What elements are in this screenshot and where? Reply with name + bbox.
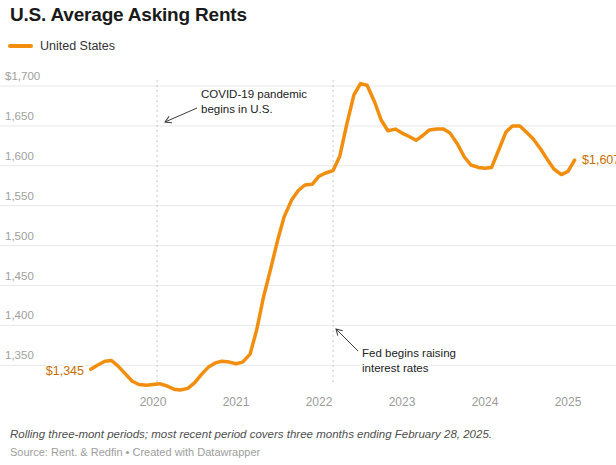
x-axis-layer: 2020 2021 2022 2023 2024 2025 — [140, 395, 582, 409]
point-label: $1,607 — [582, 153, 616, 167]
y-axis-tick-label: 1,350 — [5, 349, 34, 361]
y-axis-tick-label: 1,600 — [5, 150, 34, 162]
series-layer: $1,345 $1,607 — [46, 84, 616, 390]
y-axis-tick-label: $1,700 — [5, 70, 40, 82]
source-credit: Source: Rent. & Redfin • Created with Da… — [10, 446, 260, 458]
annotation-text: Fed begins raisinginterest rates — [362, 347, 456, 374]
y-axis-tick-label: 1,450 — [5, 270, 34, 282]
datawrapper-chart-page: U.S. Average Asking Rents United States … — [0, 0, 616, 465]
rent-line-chart: $1,700 1,650 1,600 1,550 1,500 1,450 1,400 1,35… — [0, 0, 616, 465]
x-axis-tick-label: 2022 — [306, 395, 333, 409]
y-axis-tick-label: 1,550 — [5, 190, 34, 202]
y-axis-tick-label: 1,500 — [5, 230, 34, 242]
x-axis-tick-label: 2023 — [389, 395, 416, 409]
x-axis-tick-label: 2021 — [223, 395, 250, 409]
x-axis-tick-label: 2025 — [555, 395, 582, 409]
annotation-arrow — [336, 329, 358, 351]
x-axis-tick-label: 2024 — [472, 395, 499, 409]
y-axis-tick-label: 1,650 — [5, 110, 34, 122]
y-axis-tick-label: 1,400 — [5, 309, 34, 321]
annotation-text: COVID-19 pandemicbegins in U.S. — [201, 88, 307, 115]
chart-footnote: Rolling three-mont periods; most recent … — [10, 428, 492, 440]
gridlines-layer: $1,700 1,650 1,600 1,550 1,500 1,450 1,400 1,35… — [0, 70, 616, 365]
point-label: $1,345 — [46, 364, 84, 378]
x-axis-tick-label: 2020 — [140, 395, 167, 409]
annotation-arrow — [165, 108, 197, 122]
